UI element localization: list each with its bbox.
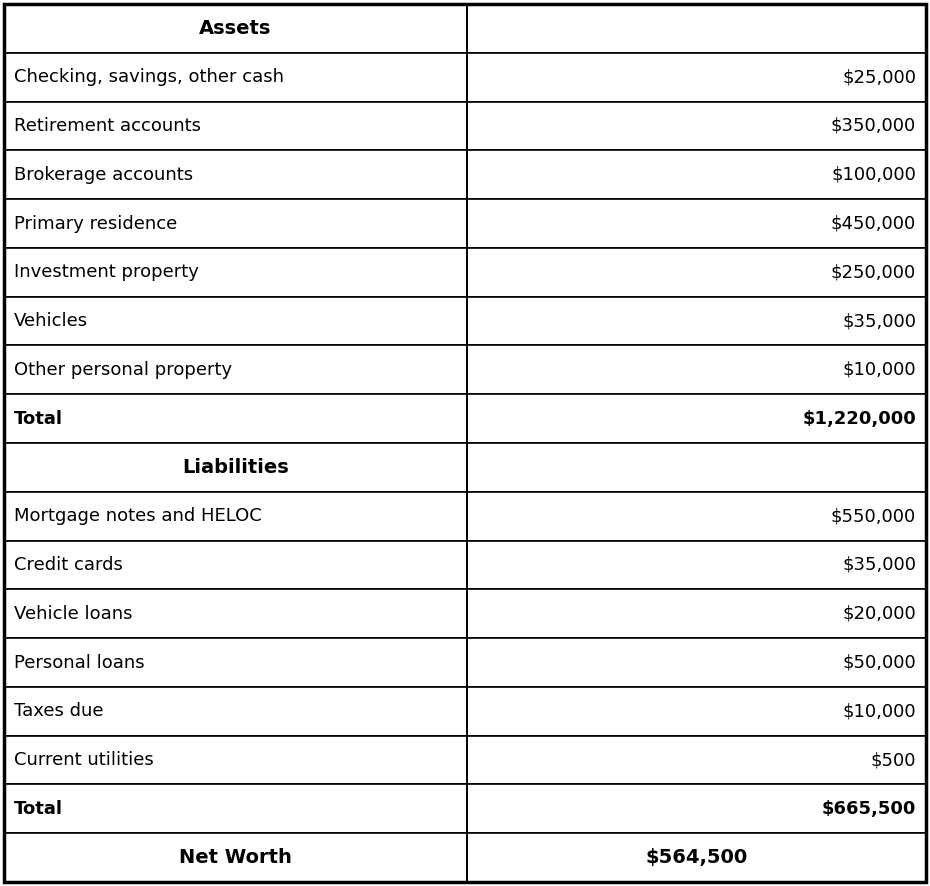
Bar — [4, 151, 467, 199]
Text: $25,000: $25,000 — [842, 68, 916, 86]
Bar — [467, 589, 926, 638]
Text: Personal loans: Personal loans — [14, 654, 145, 672]
Text: $550,000: $550,000 — [830, 507, 916, 525]
Text: Investment property: Investment property — [14, 263, 199, 281]
Bar — [4, 687, 467, 735]
Bar — [467, 394, 926, 443]
Bar — [467, 297, 926, 346]
Text: $10,000: $10,000 — [843, 361, 916, 379]
Text: $100,000: $100,000 — [831, 166, 916, 183]
Bar — [467, 784, 926, 833]
Bar — [467, 151, 926, 199]
Bar — [4, 102, 467, 151]
Bar — [4, 540, 467, 589]
Text: Assets: Assets — [199, 19, 272, 38]
Text: Net Worth: Net Worth — [179, 848, 292, 867]
Text: $20,000: $20,000 — [843, 605, 916, 623]
Bar — [467, 102, 926, 151]
Bar — [4, 346, 467, 394]
Bar — [4, 199, 467, 248]
Text: $450,000: $450,000 — [830, 214, 916, 232]
Bar — [467, 735, 926, 784]
Bar — [4, 589, 467, 638]
Text: Credit cards: Credit cards — [14, 556, 123, 574]
Text: Current utilities: Current utilities — [14, 751, 153, 769]
Bar — [467, 833, 926, 882]
Text: $564,500: $564,500 — [645, 848, 748, 867]
Bar — [4, 4, 467, 53]
Text: $50,000: $50,000 — [843, 654, 916, 672]
Bar — [467, 540, 926, 589]
Text: $350,000: $350,000 — [830, 117, 916, 135]
Bar — [467, 443, 926, 492]
Bar — [4, 784, 467, 833]
Bar — [467, 248, 926, 297]
Text: $10,000: $10,000 — [843, 703, 916, 720]
Text: Retirement accounts: Retirement accounts — [14, 117, 201, 135]
Text: Primary residence: Primary residence — [14, 214, 178, 232]
Text: Mortgage notes and HELOC: Mortgage notes and HELOC — [14, 507, 261, 525]
Bar — [467, 687, 926, 735]
Bar — [4, 248, 467, 297]
Bar — [4, 638, 467, 687]
Bar — [467, 199, 926, 248]
Text: $35,000: $35,000 — [842, 312, 916, 330]
Bar — [4, 492, 467, 540]
Bar — [4, 394, 467, 443]
Text: Checking, savings, other cash: Checking, savings, other cash — [14, 68, 284, 86]
Text: Other personal property: Other personal property — [14, 361, 232, 379]
Text: Vehicle loans: Vehicle loans — [14, 605, 132, 623]
Text: $1,220,000: $1,220,000 — [803, 409, 916, 428]
Text: $250,000: $250,000 — [830, 263, 916, 281]
Bar — [4, 833, 467, 882]
Bar — [4, 297, 467, 346]
Bar — [467, 4, 926, 53]
Text: Taxes due: Taxes due — [14, 703, 103, 720]
Text: Liabilities: Liabilities — [182, 458, 289, 477]
Bar — [4, 53, 467, 102]
Text: $500: $500 — [870, 751, 916, 769]
Bar — [467, 346, 926, 394]
Bar — [4, 443, 467, 492]
Bar — [467, 53, 926, 102]
Bar — [467, 492, 926, 540]
Text: $665,500: $665,500 — [821, 800, 916, 818]
Text: Total: Total — [14, 800, 63, 818]
Text: Brokerage accounts: Brokerage accounts — [14, 166, 193, 183]
Text: Total: Total — [14, 409, 63, 428]
Bar — [467, 638, 926, 687]
Bar — [4, 735, 467, 784]
Text: $35,000: $35,000 — [842, 556, 916, 574]
Text: Vehicles: Vehicles — [14, 312, 88, 330]
